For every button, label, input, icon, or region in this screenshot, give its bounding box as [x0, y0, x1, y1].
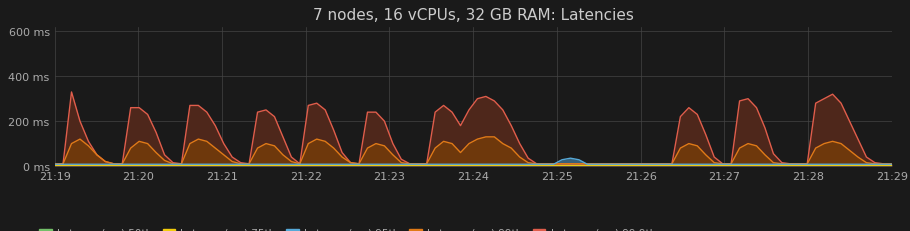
Title: 7 nodes, 16 vCPUs, 32 GB RAM: Latencies: 7 nodes, 16 vCPUs, 32 GB RAM: Latencies — [313, 7, 633, 22]
Legend: Latency (ms) 50th, Latency (ms) 75th, Latency (ms) 95th, Latency (ms) 99th, Late: Latency (ms) 50th, Latency (ms) 75th, La… — [35, 224, 660, 231]
